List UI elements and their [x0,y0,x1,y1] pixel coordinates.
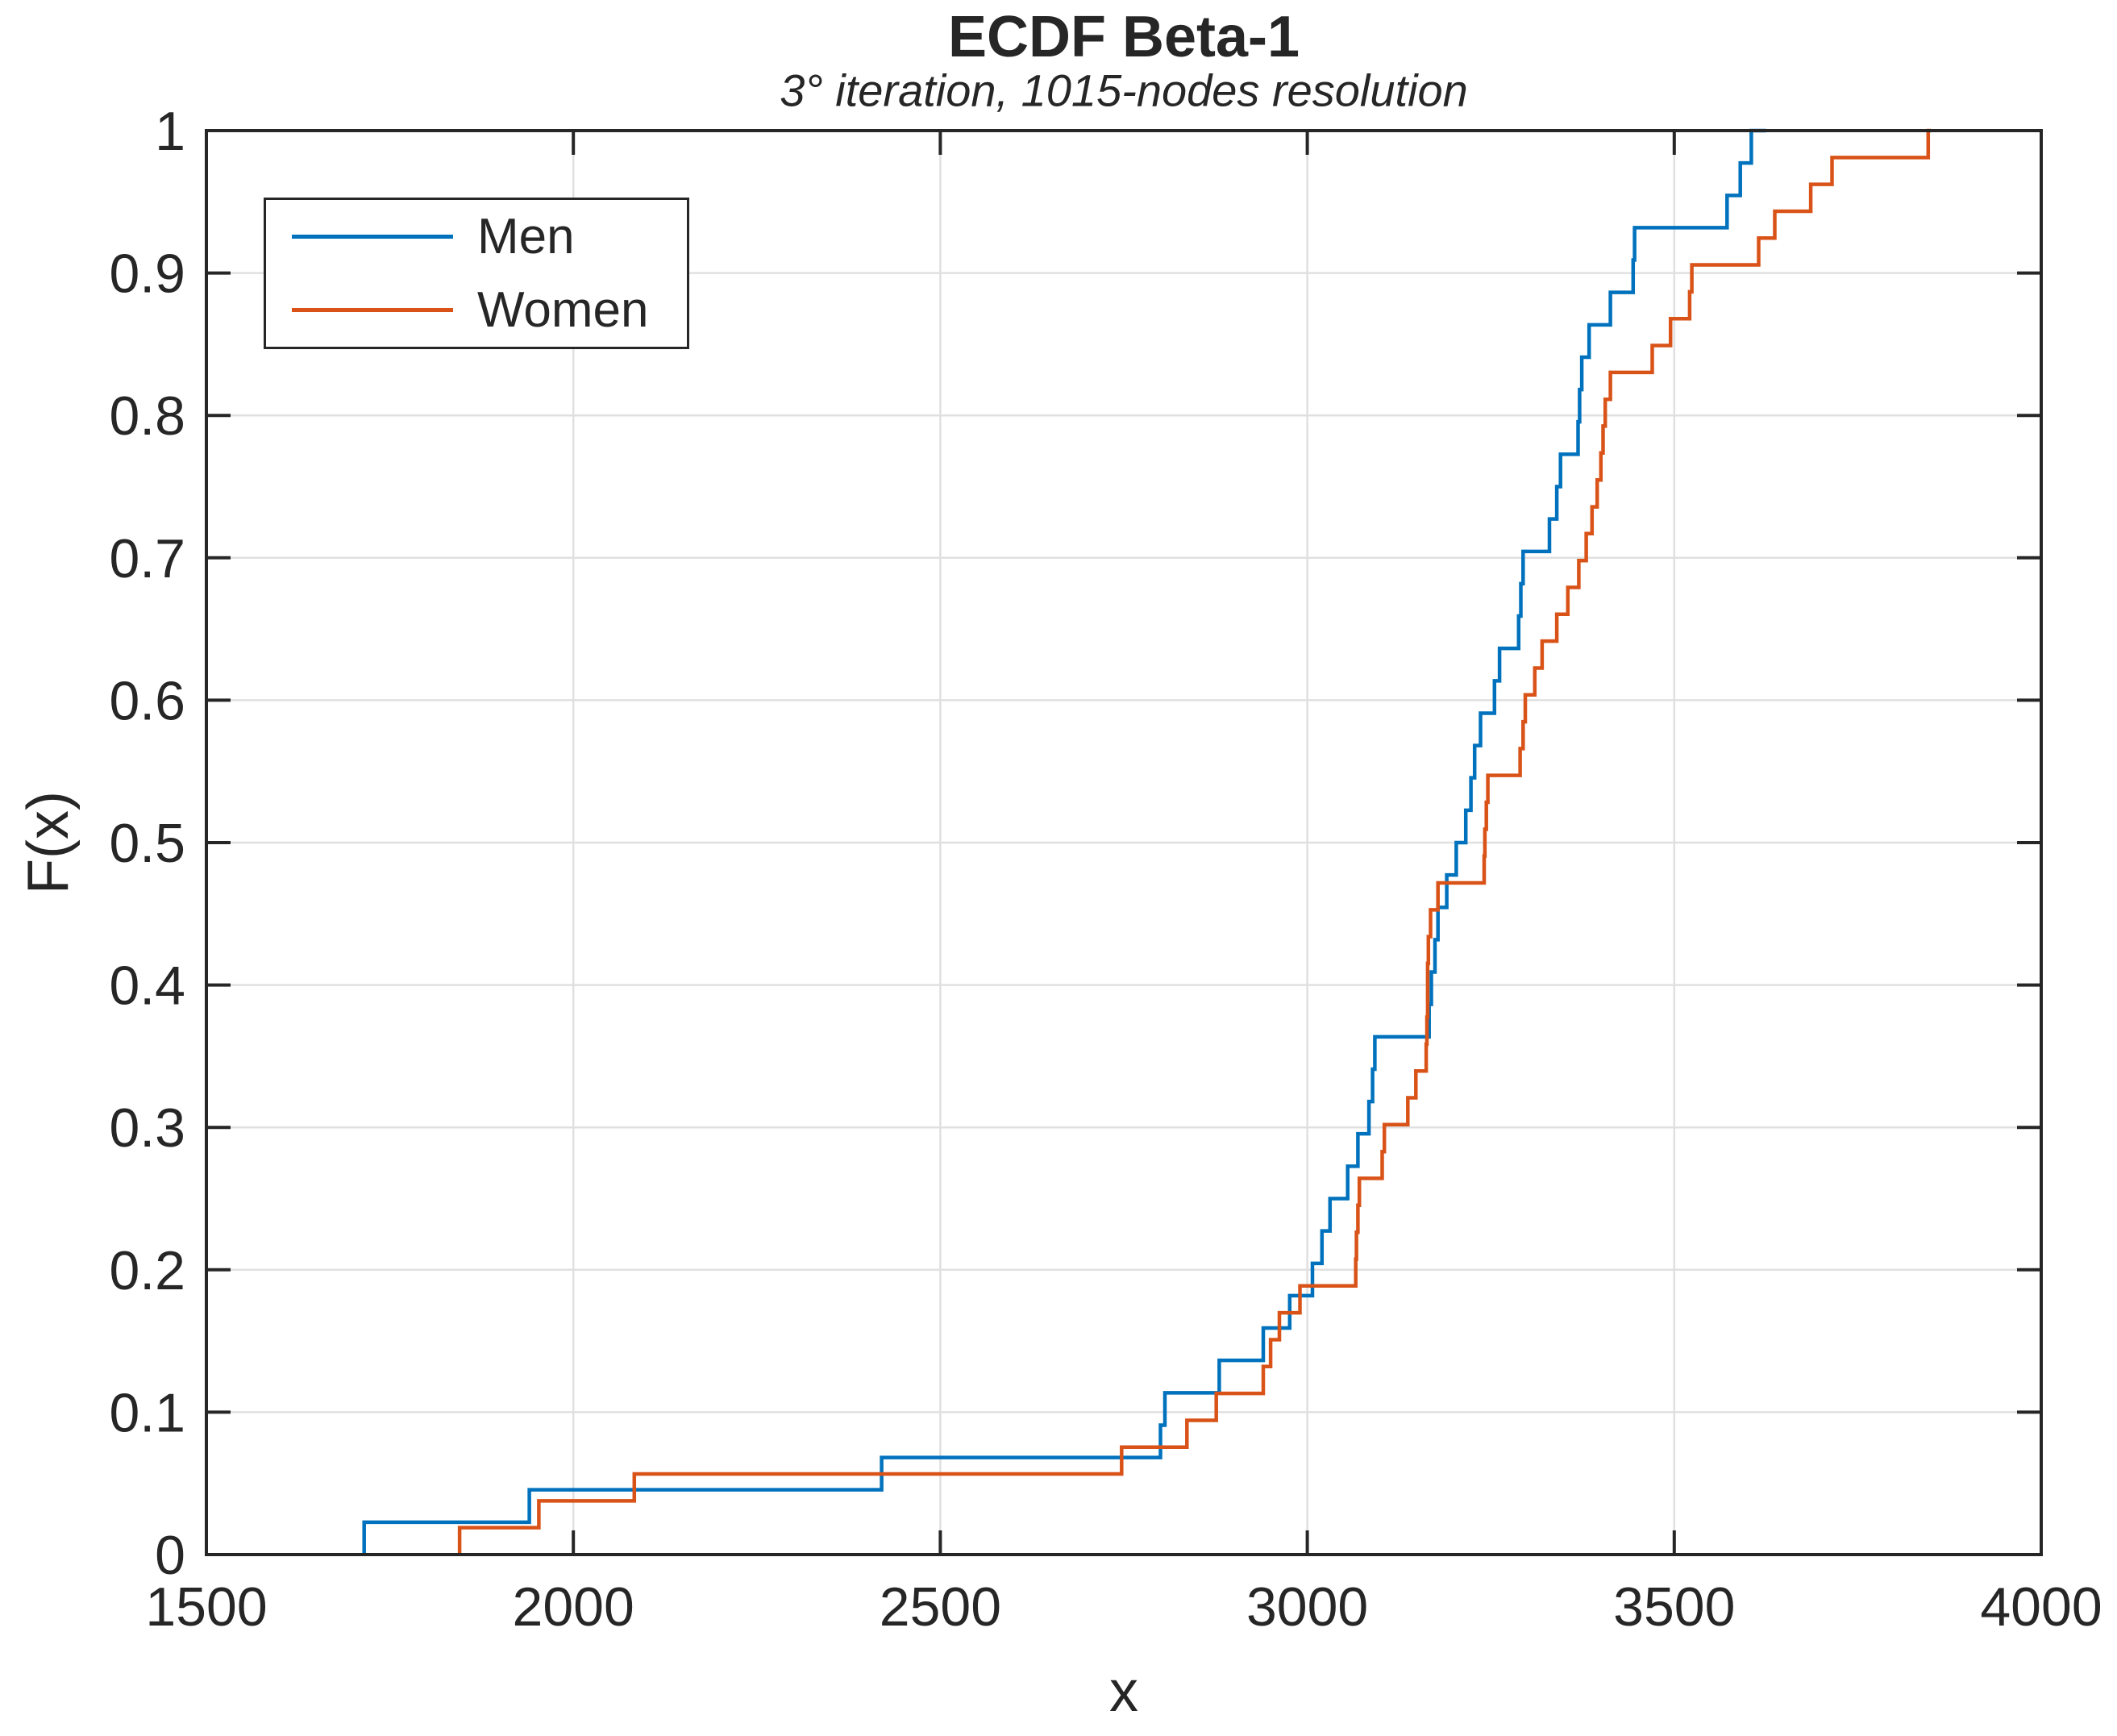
legend-box: Men Women [264,198,689,349]
y-tick-label: 1 [155,101,185,162]
x-tick-label: 2500 [880,1576,1001,1638]
men-line-sample [292,235,453,239]
y-tick-label: 0.8 [109,385,185,447]
chart-subtitle: 3° iteration, 1015-nodes resolution [780,65,1468,116]
women-line-sample [292,308,453,312]
x-tick-label: 4000 [1980,1576,2102,1638]
y-tick-label: 0.9 [109,244,185,305]
y-tick-label: 0.3 [109,1097,185,1159]
women-series-line [457,128,1932,1555]
y-tick-label: 0.5 [109,813,185,874]
y-tick-label: 0.2 [109,1240,185,1301]
x-tick-label: 3500 [1613,1576,1735,1638]
y-tick-label: 0.7 [109,528,185,589]
legend-label-women: Women [477,282,649,338]
y-tick-label: 0.4 [109,955,185,1017]
y-tick-label: 0.6 [109,670,185,731]
legend-item-men: Men [266,205,687,269]
men-series-line [362,128,1766,1555]
y-tick-label: 0 [155,1525,185,1586]
chart-title: ECDF Beta-1 [947,5,1300,69]
y-axis-label: F(x) [16,791,81,894]
y-tick-label: 0.1 [109,1382,185,1443]
x-tick-label: 1500 [145,1576,267,1638]
legend-item-women: Women [266,278,687,343]
legend-label-men: Men [477,209,575,264]
x-tick-label: 2000 [513,1576,634,1638]
x-axis-label: x [1109,1659,1138,1724]
x-tick-label: 3000 [1246,1576,1368,1638]
